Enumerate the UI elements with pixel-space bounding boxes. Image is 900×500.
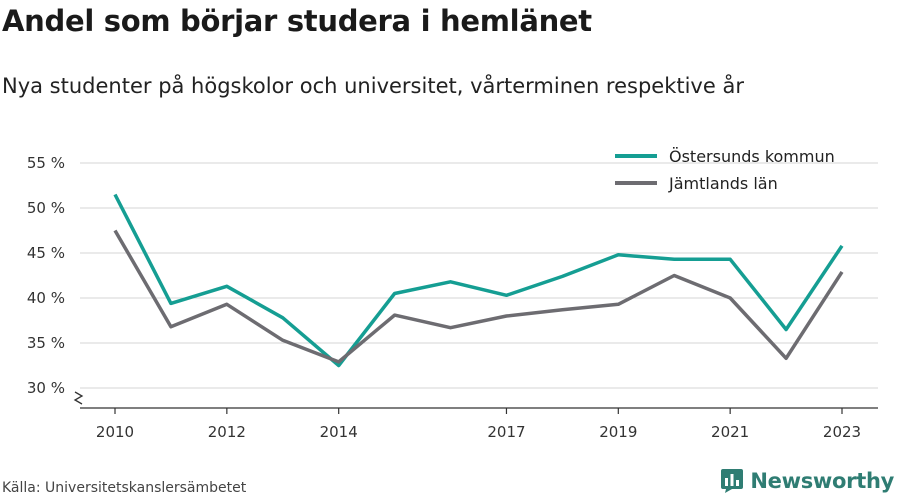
chart-title: Andel som börjar studera i hemlänet xyxy=(2,4,592,38)
source-note: Källa: Universitetskanslersämbetet xyxy=(2,480,247,496)
brand: Newsworthy xyxy=(720,468,894,494)
y-tick-label: 55 % xyxy=(27,154,65,172)
y-tick-label: 40 % xyxy=(27,289,65,307)
y-tick-label: 35 % xyxy=(27,334,65,352)
series-line-2 xyxy=(113,229,844,364)
series-lines xyxy=(113,193,844,368)
y-tick-label: 50 % xyxy=(27,199,65,217)
x-tick-label: 2014 xyxy=(320,423,358,441)
legend: Östersunds kommun Jämtlands län xyxy=(615,147,835,193)
x-axis xyxy=(73,391,878,414)
axis-break-mark xyxy=(73,391,84,405)
x-axis-tick-labels: 2010 2012 2014 2017 2019 2021 2023 xyxy=(96,423,861,441)
brand-name: Newsworthy xyxy=(750,469,894,493)
grid-lines xyxy=(80,162,878,389)
x-tick-label: 2021 xyxy=(711,423,749,441)
y-tick-label: 30 % xyxy=(27,379,65,397)
newsworthy-logo-icon xyxy=(721,469,744,493)
x-tick-label: 2023 xyxy=(823,423,861,441)
x-tick-label: 2019 xyxy=(599,423,637,441)
legend-label: Östersunds kommun xyxy=(669,147,835,166)
chart-subtitle: Nya studenter på högskolor och universit… xyxy=(2,74,744,98)
legend-label: Jämtlands län xyxy=(668,174,778,193)
series-line-1 xyxy=(113,193,844,368)
x-tick-label: 2017 xyxy=(487,423,525,441)
y-axis-tick-labels: 30 % 35 % 40 % 45 % 50 % 55 % xyxy=(27,154,65,397)
y-tick-label: 45 % xyxy=(27,244,65,262)
x-tick-label: 2012 xyxy=(208,423,246,441)
x-tick-label: 2010 xyxy=(96,423,134,441)
